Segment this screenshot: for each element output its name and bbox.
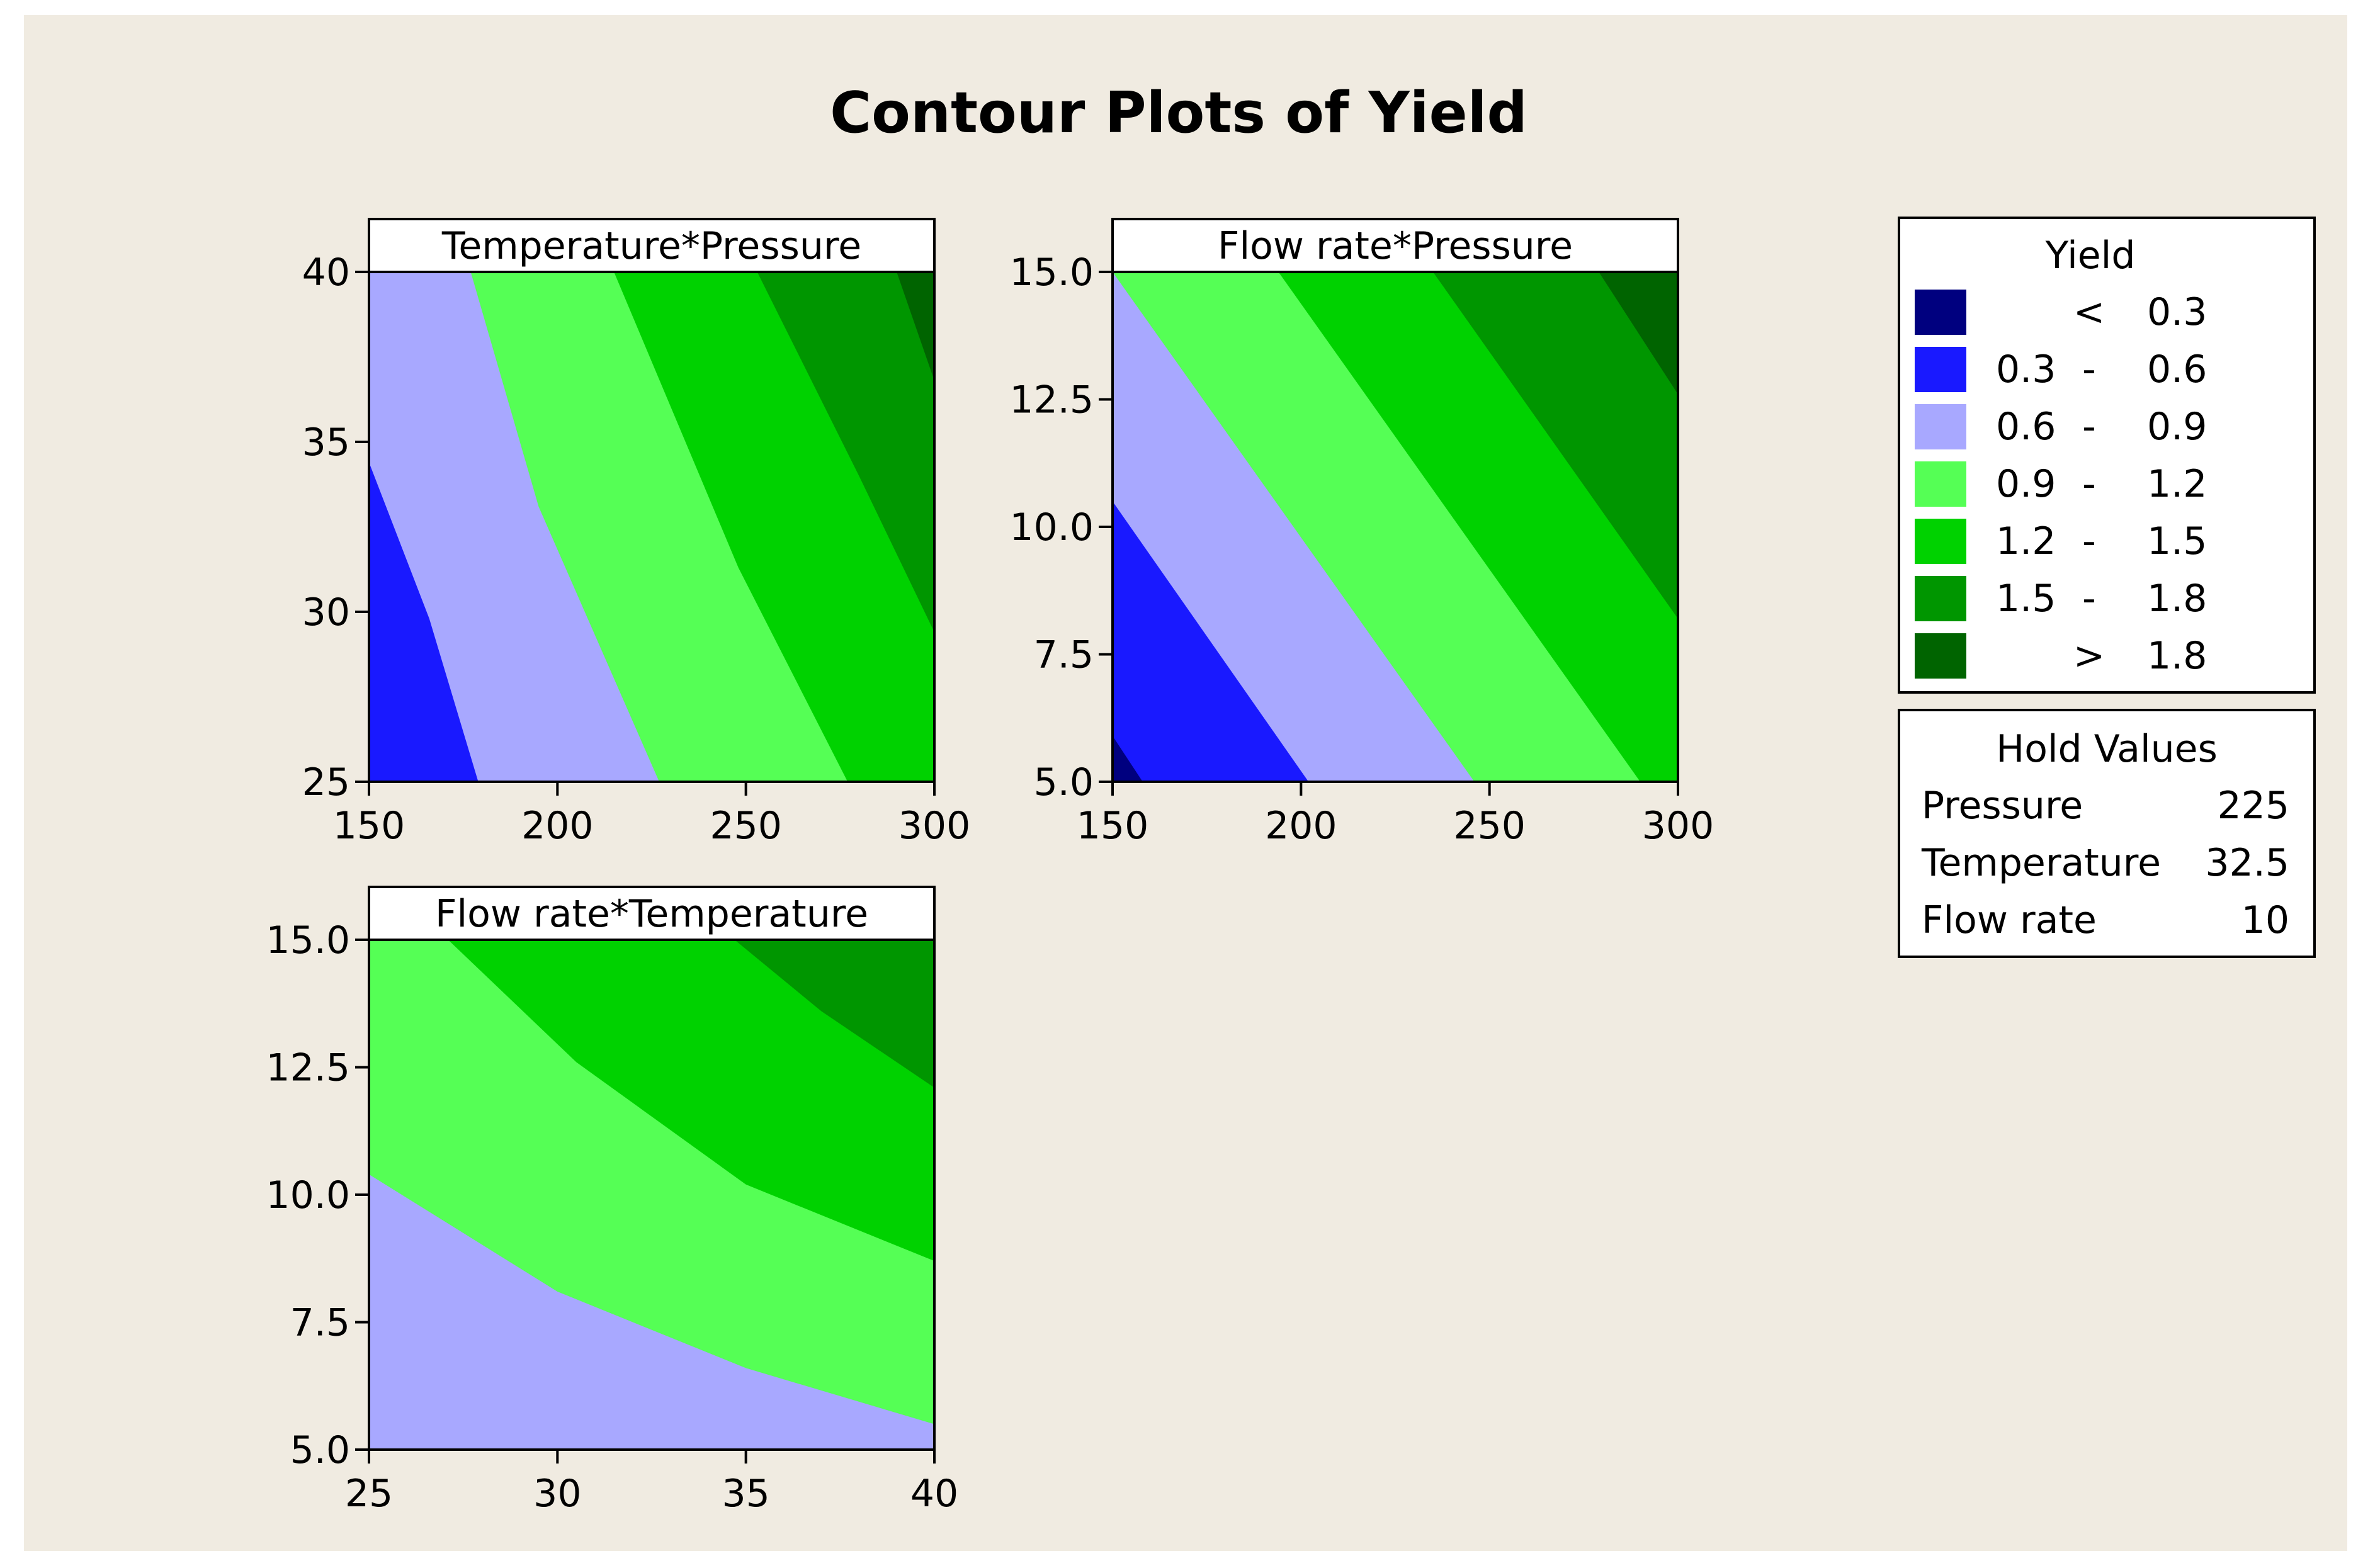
hold-value-name: Flow rate	[1922, 898, 2097, 942]
legend-swatch	[1915, 576, 1966, 621]
legend-high: 0.6	[2147, 347, 2207, 392]
x-tick-label: 200	[1265, 804, 1337, 848]
contour-panel: Flow rate*Pressure 150 200 250 300 5.0 7.5 10.0…	[1009, 218, 1714, 848]
y-tick-label: 5.0	[1034, 760, 1094, 804]
hold-value-name: Temperature	[1921, 841, 2161, 885]
panel-title-box	[368, 886, 936, 941]
legend-high: 1.8	[2147, 577, 2207, 621]
y-tick-label: 10.0	[266, 1173, 350, 1217]
hold-value-number: 10	[2241, 898, 2289, 942]
x-tick-label: 150	[1077, 804, 1149, 848]
panel-title: Flow rate*Pressure	[1218, 224, 1573, 268]
contour-band	[1432, 272, 1678, 619]
legend-separator: <	[2073, 290, 2105, 334]
legend-separator: >	[2073, 634, 2105, 678]
contour-band	[1599, 272, 1678, 395]
y-tick-label: 12.5	[266, 1046, 350, 1090]
y-tick-label: 12.5	[1009, 378, 1094, 422]
x-tick-label: 35	[722, 1472, 769, 1516]
x-tick-label: 250	[710, 804, 782, 848]
legend-low: 1.5	[1996, 577, 2056, 621]
x-tick-label: 150	[333, 804, 405, 848]
yield-legend: Yield< 0.30.3-0.60.6-0.90.9-1.21.2-1.51.5…	[1898, 217, 2316, 694]
legend-separator: -	[2082, 405, 2096, 449]
y-tick-label: 40	[302, 251, 350, 295]
legend-high: 0.9	[2147, 405, 2207, 449]
hold-value-number: 32.5	[2205, 841, 2289, 885]
legend-high: 0.3	[2147, 290, 2207, 334]
legend-high: 1.8	[2147, 634, 2207, 678]
legend-low: 0.3	[1996, 347, 2056, 392]
x-tick-label: 250	[1453, 804, 1526, 848]
legend-high: 1.2	[2147, 462, 2207, 506]
chart-title: Contour Plots of Yield	[830, 80, 1527, 146]
panels-layer: Temperature*Pressure 150 200 250 300 25 30 35 40…	[266, 218, 1714, 1516]
y-tick-label: 25	[302, 760, 350, 804]
x-tick-label: 40	[910, 1472, 958, 1516]
x-tick-label: 30	[533, 1472, 581, 1516]
hold-value-name: Pressure	[1922, 784, 2083, 828]
x-tick-label: 25	[345, 1472, 393, 1516]
contour-band	[448, 940, 934, 1261]
legend-low: 1.2	[1996, 519, 2056, 563]
legend-separator: -	[2082, 577, 2096, 621]
legend-swatch	[1915, 290, 1966, 335]
legend-swatch	[1915, 347, 1966, 392]
hold-values-title: Hold Values	[1996, 727, 2218, 771]
legend-title: Yield	[2045, 234, 2136, 278]
panel-title-box	[1111, 218, 1679, 273]
hold-value-number: 225	[2217, 784, 2289, 828]
x-tick-label: 300	[1642, 804, 1714, 848]
x-tick-label: 300	[898, 804, 971, 848]
panel-title-box	[368, 218, 936, 273]
contour-panel: Flow rate*Temperature 25 30 35 40 5.0 7.5 10.0 1…	[266, 886, 958, 1516]
legend-swatch	[1915, 404, 1966, 449]
legend-swatch	[1915, 633, 1966, 679]
y-tick-label: 7.5	[1034, 633, 1094, 677]
legend-frame	[1898, 217, 2316, 694]
contour-band	[734, 940, 934, 1088]
legend-separator: -	[2082, 462, 2096, 506]
panel-title: Flow rate*Temperature	[435, 892, 868, 936]
panel-title: Temperature*Pressure	[441, 224, 861, 268]
hold-values-frame	[1898, 709, 2316, 958]
x-tick-label: 200	[521, 804, 594, 848]
y-tick-label: 35	[302, 420, 350, 465]
legend-low: 0.9	[1996, 462, 2056, 506]
legend-high: 1.5	[2147, 519, 2207, 563]
legend-separator: -	[2082, 347, 2096, 392]
contour-panel: Temperature*Pressure 150 200 250 300 25 30 35 40	[302, 218, 971, 848]
y-tick-label: 5.0	[290, 1428, 350, 1472]
legend-swatch	[1915, 461, 1966, 507]
y-tick-label: 30	[302, 590, 350, 635]
hold-values-box: Hold Values Pressure 225 Temperature 32.5 Flo…	[1898, 709, 2316, 958]
contour-band	[757, 272, 934, 633]
y-tick-label: 15.0	[266, 918, 350, 962]
legend-swatch	[1915, 519, 1966, 564]
legend-low: 0.6	[1996, 405, 2056, 449]
legend-separator: -	[2082, 519, 2096, 563]
y-tick-label: 7.5	[290, 1301, 350, 1345]
contour-band	[897, 272, 934, 381]
y-tick-label: 10.0	[1009, 505, 1094, 550]
y-tick-label: 15.0	[1009, 251, 1094, 295]
